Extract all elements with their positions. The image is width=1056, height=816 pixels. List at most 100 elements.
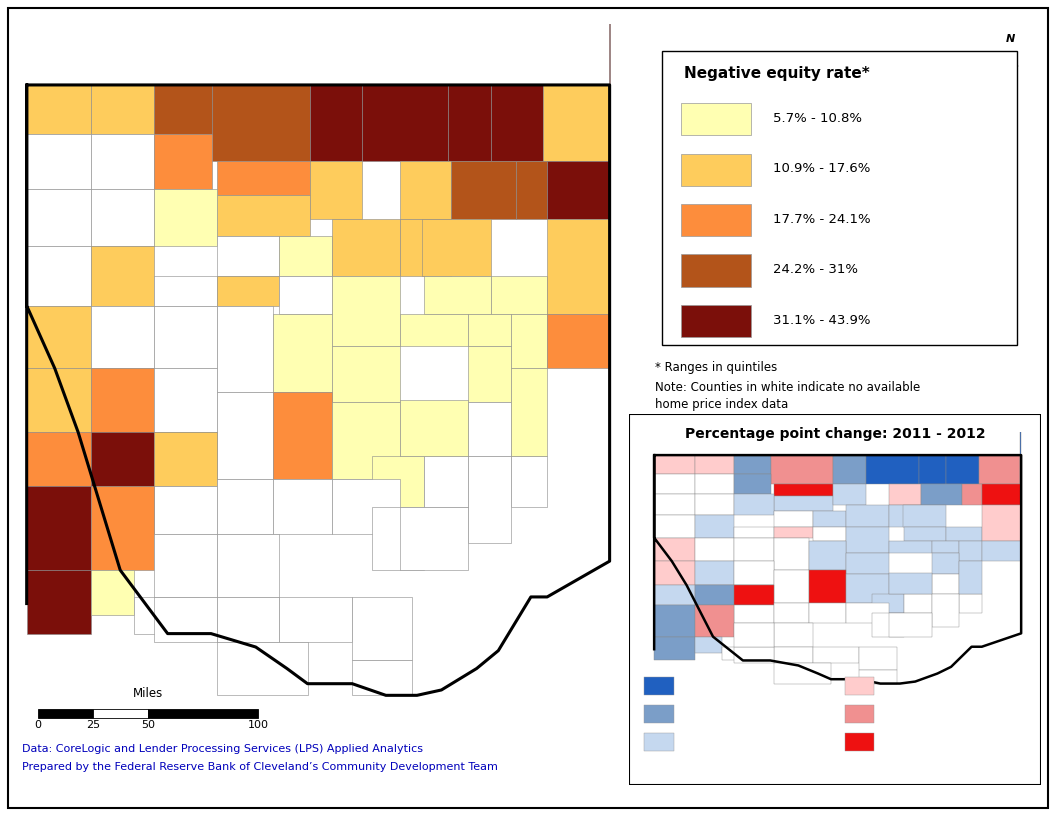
Bar — [920, 455, 946, 484]
Bar — [511, 368, 547, 455]
Bar — [332, 479, 400, 534]
Bar — [400, 508, 468, 570]
Bar — [654, 515, 695, 538]
Bar — [332, 402, 400, 479]
Bar — [833, 455, 866, 484]
Bar — [846, 574, 889, 602]
Bar — [809, 541, 846, 570]
Bar — [774, 570, 809, 602]
Bar — [353, 597, 412, 659]
Bar — [931, 574, 959, 594]
Bar — [26, 306, 91, 368]
Text: 1.1% - 2.2%: 1.1% - 2.2% — [879, 709, 945, 719]
Bar — [547, 161, 609, 220]
FancyBboxPatch shape — [629, 414, 1041, 785]
Bar — [38, 709, 93, 718]
Bar — [547, 220, 609, 314]
Text: Prepared by the Federal Reserve Bank of Cleveland’s Community Development Team: Prepared by the Federal Reserve Bank of … — [22, 762, 497, 772]
Bar — [91, 85, 154, 134]
Text: Miles: Miles — [133, 687, 163, 700]
Bar — [654, 473, 695, 494]
Bar — [846, 553, 889, 574]
Text: 0.1% - 1%: 0.1% - 1% — [879, 681, 935, 691]
Bar — [91, 134, 154, 189]
Bar — [722, 647, 762, 660]
Bar — [734, 623, 774, 647]
Bar — [695, 585, 734, 605]
Text: -7.3% - -4.4%: -7.3% - -4.4% — [678, 709, 752, 719]
Bar — [695, 636, 722, 654]
Bar — [134, 597, 199, 633]
Bar — [216, 195, 310, 236]
Bar — [400, 161, 451, 220]
Bar — [511, 455, 547, 508]
Bar — [734, 605, 774, 623]
Bar — [154, 534, 216, 597]
Bar — [91, 570, 134, 614]
Bar — [734, 455, 771, 473]
Bar — [931, 594, 959, 627]
Text: 2.3% - 14.1%: 2.3% - 14.1% — [879, 737, 951, 747]
Bar — [216, 392, 274, 479]
Bar — [310, 85, 362, 161]
Bar — [468, 347, 511, 402]
Bar — [491, 85, 543, 161]
Bar — [154, 134, 212, 189]
Bar — [872, 614, 904, 636]
Bar — [91, 246, 154, 306]
Text: 50: 50 — [142, 720, 155, 730]
Bar — [734, 494, 774, 515]
Bar — [946, 455, 979, 484]
Bar — [148, 709, 258, 718]
Bar — [654, 605, 695, 636]
FancyBboxPatch shape — [680, 153, 751, 186]
Bar — [654, 494, 695, 515]
Bar — [889, 505, 922, 526]
FancyBboxPatch shape — [680, 204, 751, 236]
Bar — [695, 605, 734, 636]
Bar — [695, 515, 734, 538]
Bar — [774, 496, 833, 512]
Text: -17.7% - -7.4%: -17.7% - -7.4% — [678, 681, 758, 691]
Bar — [91, 189, 154, 246]
Bar — [813, 512, 846, 526]
Bar — [154, 486, 216, 534]
Bar — [982, 505, 1021, 541]
Text: * Ranges in quintiles: * Ranges in quintiles — [655, 361, 777, 374]
Bar — [889, 541, 931, 553]
Bar — [216, 641, 307, 695]
Bar — [91, 432, 154, 486]
Bar — [872, 594, 904, 614]
Bar — [91, 486, 154, 570]
Bar — [654, 538, 695, 561]
Bar — [212, 85, 310, 161]
Bar — [154, 432, 216, 486]
Bar — [26, 368, 91, 432]
Text: Negative equity rate*: Negative equity rate* — [684, 66, 870, 82]
Text: N: N — [1005, 34, 1015, 44]
Bar — [774, 647, 813, 663]
Bar — [216, 236, 279, 276]
Bar — [154, 432, 216, 486]
Bar — [889, 614, 931, 636]
FancyBboxPatch shape — [662, 51, 1017, 345]
Bar — [959, 541, 982, 561]
Bar — [734, 561, 774, 585]
Bar — [154, 276, 216, 306]
Bar — [516, 161, 547, 220]
Bar — [889, 573, 931, 594]
Bar — [26, 189, 91, 246]
Bar — [400, 400, 468, 455]
Bar — [734, 526, 774, 538]
Bar — [846, 602, 889, 623]
Bar — [922, 484, 962, 505]
Bar — [216, 306, 274, 392]
Bar — [491, 276, 547, 314]
Bar — [774, 623, 813, 647]
Bar — [468, 314, 511, 347]
Bar — [216, 276, 279, 306]
Bar — [813, 647, 860, 663]
Bar — [154, 189, 216, 246]
Bar — [423, 276, 491, 314]
Bar — [982, 484, 1021, 505]
